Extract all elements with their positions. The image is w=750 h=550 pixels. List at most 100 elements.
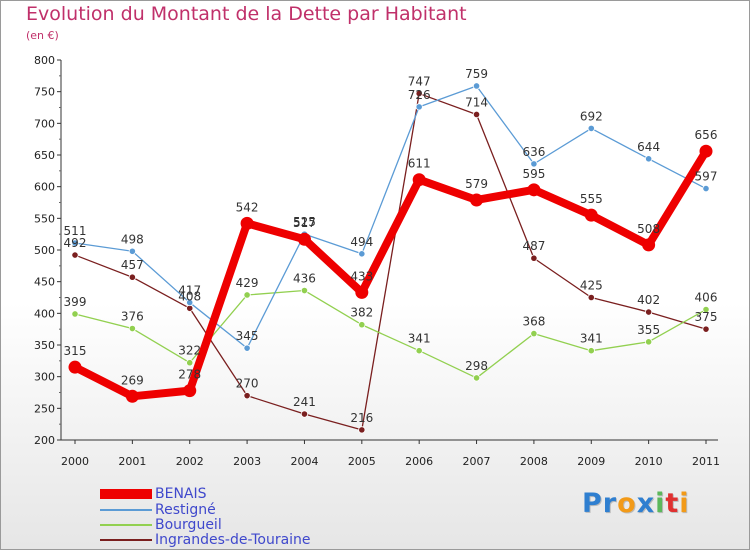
series-line-ingrandes-de-touraine [74, 92, 707, 431]
logo-letter: r [602, 488, 618, 519]
data-label: 498 [121, 232, 144, 246]
data-label: 270 [236, 377, 259, 391]
data-label: 494 [350, 235, 373, 249]
data-point [128, 273, 136, 281]
data-point [587, 293, 595, 302]
data-point [645, 338, 653, 346]
data-point [702, 184, 710, 193]
y-tick-label: 450 [34, 276, 55, 289]
x-tick-label: 2002 [176, 455, 204, 468]
data-label: 345 [236, 329, 259, 343]
data-point [530, 160, 538, 168]
data-point [358, 250, 366, 258]
data-label: 436 [293, 272, 316, 286]
data-label: 375 [695, 310, 718, 324]
data-point [240, 216, 254, 230]
x-tick-label: 2005 [348, 455, 376, 468]
data-label: 341 [408, 332, 431, 346]
x-tick-label: 2007 [463, 455, 491, 468]
data-label: 726 [408, 88, 431, 102]
data-point [472, 82, 481, 90]
data-labels-layer: 492 457 408 270 241 216 747 714 487 425 402 375 399 3… [64, 67, 718, 425]
data-point [355, 285, 369, 299]
data-label: 597 [695, 170, 718, 184]
data-label: 656 [695, 128, 718, 142]
legend-swatch-bourgueil [100, 524, 152, 526]
data-point [297, 232, 311, 246]
data-label: 492 [64, 236, 87, 250]
data-label: 508 [637, 222, 660, 236]
data-label: 759 [465, 67, 488, 81]
data-point [584, 208, 598, 222]
data-label: 399 [64, 295, 87, 309]
y-tick-label: 550 [34, 212, 55, 225]
series-benais [68, 144, 713, 403]
logo-letter: P [582, 488, 603, 519]
logo-letter: o [617, 488, 637, 519]
legend-label-bourgueil: Bourgueil [155, 517, 222, 533]
series-line-benais [71, 147, 710, 401]
data-label: 644 [637, 140, 660, 154]
data-label: 216 [350, 411, 373, 425]
x-tick-label: 2010 [635, 455, 663, 468]
data-point [300, 286, 309, 295]
data-point [243, 344, 251, 352]
data-label: 402 [637, 293, 660, 307]
data-point [71, 251, 79, 259]
data-point [68, 360, 82, 374]
data-label: 241 [293, 395, 316, 409]
data-point [412, 173, 426, 187]
x-tick-label: 2009 [577, 455, 605, 468]
data-label: 433 [350, 269, 373, 283]
y-tick-label: 750 [34, 86, 55, 99]
y-tick-label: 250 [34, 402, 55, 415]
data-point [415, 347, 423, 355]
data-point [358, 426, 366, 434]
data-label: 341 [580, 332, 603, 346]
data-point [243, 392, 251, 400]
data-label: 747 [408, 75, 431, 89]
x-tick-label: 2004 [290, 455, 318, 468]
data-point [125, 389, 139, 403]
data-label: 315 [64, 344, 87, 358]
data-point [186, 298, 194, 307]
data-point [642, 238, 656, 252]
data-label: 425 [580, 279, 603, 293]
data-point [300, 410, 309, 418]
legend-label-restigne: Restigné [155, 502, 216, 518]
chart-title: Evolution du Montant de la Dette par Hab… [26, 3, 467, 25]
data-point [183, 384, 197, 398]
data-point [699, 144, 713, 158]
x-tick-label: 2001 [118, 455, 146, 468]
data-point [587, 124, 595, 132]
data-label: 555 [580, 192, 603, 206]
data-label: 382 [350, 306, 373, 320]
y-tick-label: 650 [34, 149, 55, 162]
data-point [587, 347, 595, 355]
logo-letter: i [655, 488, 666, 519]
data-label: 579 [465, 177, 488, 191]
data-label: 429 [236, 276, 259, 290]
logo-letter: x [636, 488, 656, 519]
data-label: 269 [121, 373, 144, 387]
y-tick-label: 600 [34, 181, 55, 194]
data-label: 511 [64, 224, 87, 238]
data-label: 408 [178, 289, 201, 303]
data-label: 417 [178, 284, 201, 298]
data-label: 355 [637, 323, 660, 337]
x-tick-label: 2003 [233, 455, 261, 468]
series-line-bourgueil [74, 289, 707, 379]
data-label: 457 [121, 258, 144, 272]
data-point [527, 183, 541, 197]
y-tick-label: 200 [34, 434, 55, 447]
y-tick-label: 350 [34, 339, 55, 352]
chart-subtitle: (en €) [26, 29, 59, 42]
data-point [128, 324, 136, 333]
data-label: 636 [522, 145, 545, 159]
data-label: 595 [522, 167, 545, 181]
series-line-restigne [74, 85, 707, 349]
y-tick-label: 800 [34, 54, 55, 67]
legend-swatch-restigne [100, 509, 152, 511]
y-tick-label: 500 [34, 244, 55, 257]
